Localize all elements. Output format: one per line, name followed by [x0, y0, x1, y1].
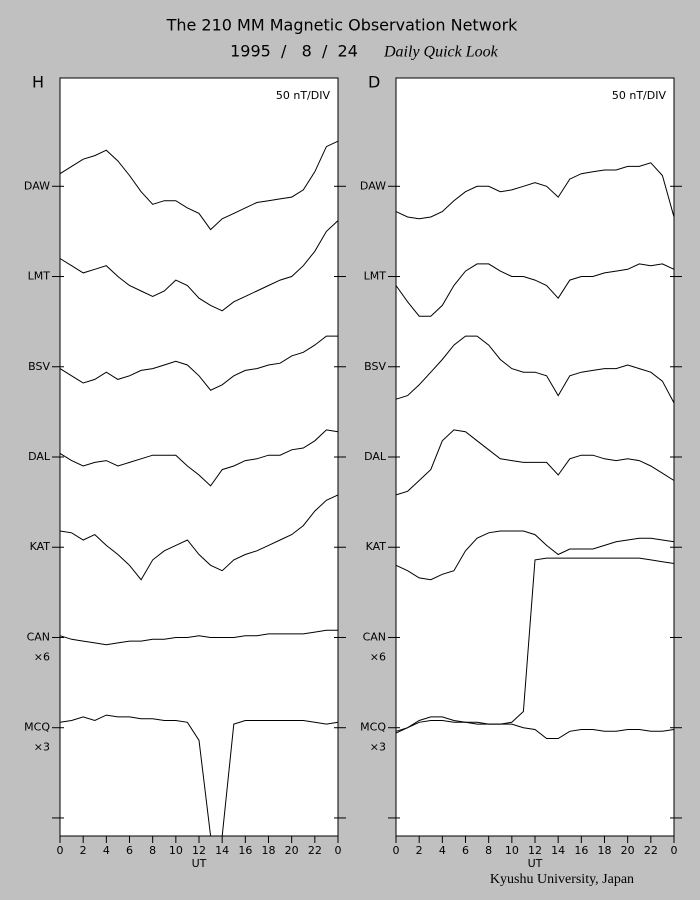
y-tick-label: MCQ: [24, 721, 50, 734]
y-tick-label: LMT: [364, 270, 387, 283]
panel-title: H: [32, 73, 44, 92]
panel: H 50 nT/DIV UT DAW LMT BSV DAL KAT CAN MCQ 0 2 4 6 8 10…: [24, 73, 346, 870]
x-tick-label: 2: [80, 844, 87, 857]
trace: [395, 530, 675, 581]
scale-factor: ×6: [34, 650, 50, 663]
y-tick-label: KAT: [366, 540, 387, 553]
x-tick-label: 0: [671, 844, 678, 857]
trace: [395, 557, 675, 734]
trace: [395, 162, 675, 220]
x-tick-label: 14: [215, 844, 229, 857]
trace: [59, 335, 338, 391]
y-tick-label: KAT: [30, 540, 51, 553]
x-tick-label: 10: [169, 844, 183, 857]
y-tick-label: DAW: [24, 179, 50, 192]
date: 1995 / 8 / 24: [230, 42, 358, 61]
y-tick-label: MCQ: [360, 721, 386, 734]
x-tick-label: 4: [103, 844, 110, 857]
y-tick-label: LMT: [28, 270, 51, 283]
x-axis-label: UT: [528, 857, 543, 870]
x-tick-label: 20: [285, 844, 299, 857]
y-tick-label: DAL: [364, 450, 387, 463]
trace: [59, 220, 339, 312]
x-tick-label: 0: [57, 844, 64, 857]
x-tick-label: 12: [192, 844, 206, 857]
y-tick-label: BSV: [28, 360, 50, 373]
x-tick-label: 20: [621, 844, 635, 857]
trace: [59, 714, 339, 837]
scale-factor: ×3: [370, 741, 386, 754]
trace: [59, 494, 339, 581]
trace: [59, 140, 339, 231]
y-tick-label: CAN: [27, 630, 50, 643]
scale-factor: ×6: [370, 650, 386, 663]
y-tick-label: BSV: [364, 360, 386, 373]
x-tick-label: 6: [126, 844, 133, 857]
trace: [395, 263, 675, 317]
x-tick-label: 18: [598, 844, 612, 857]
x-tick-label: 10: [505, 844, 519, 857]
scale-factor: ×3: [34, 741, 50, 754]
subtitle: Daily Quick Look: [383, 44, 499, 61]
x-tick-label: 0: [393, 844, 400, 857]
x-tick-label: 16: [238, 844, 252, 857]
trace: [395, 429, 675, 496]
plot-area: [59, 77, 339, 837]
trace: [59, 429, 339, 487]
y-tick-label: CAN: [363, 630, 386, 643]
y-tick-label: DAL: [28, 450, 51, 463]
page-title: The 210 MM Magnetic Observation Network: [166, 16, 519, 35]
x-tick-label: 8: [485, 844, 492, 857]
footer: Kyushu University, Japan: [490, 872, 634, 887]
x-tick-label: 22: [308, 844, 322, 857]
panel: D 50 nT/DIV UT DAW LMT BSV DAL KAT CAN MCQ 0 2 4 6 8 10…: [360, 73, 682, 870]
scale-note: 50 nT/DIV: [612, 89, 667, 102]
trace: [395, 335, 675, 404]
x-tick-label: 0: [335, 844, 342, 857]
trace: [395, 716, 675, 739]
x-tick-label: 16: [574, 844, 588, 857]
x-tick-label: 12: [528, 844, 542, 857]
plot-area: [395, 77, 675, 837]
x-tick-label: 18: [262, 844, 276, 857]
x-tick-label: 14: [551, 844, 565, 857]
scale-note: 50 nT/DIV: [276, 89, 331, 102]
y-tick-label: DAW: [360, 179, 386, 192]
x-axis-label: UT: [192, 857, 207, 870]
x-tick-label: 8: [149, 844, 156, 857]
panel-title: D: [368, 73, 380, 92]
trace: [59, 629, 338, 646]
x-tick-label: 2: [416, 844, 423, 857]
x-tick-label: 22: [644, 844, 658, 857]
x-tick-label: 4: [439, 844, 446, 857]
x-tick-label: 6: [462, 844, 469, 857]
